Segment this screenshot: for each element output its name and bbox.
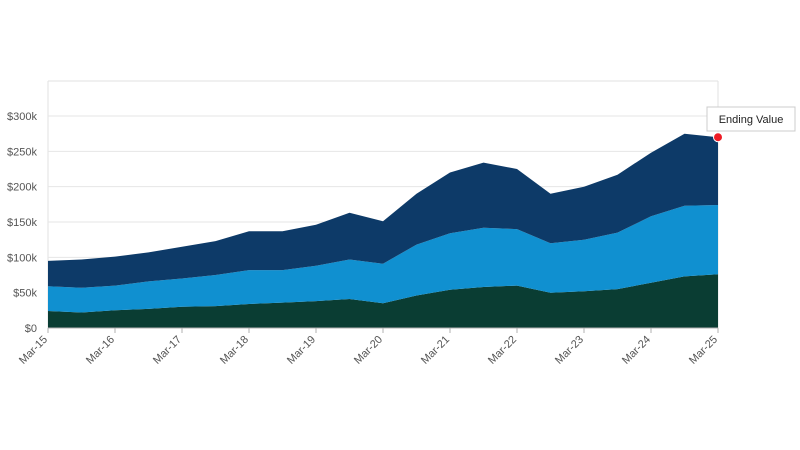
callout-box <box>706 106 796 132</box>
x-tick-label: Mar-22 <box>486 334 519 367</box>
x-tick-label: Mar-20 <box>352 334 385 367</box>
y-tick-label: $150k <box>7 217 37 229</box>
y-axis-ticks: $0 $50k $100k $150k $200k $250k $300k <box>7 111 37 335</box>
y-tick-label: $200k <box>7 182 37 194</box>
x-tick-label: Mar-19 <box>285 334 318 367</box>
x-tick-label: Mar-25 <box>687 334 720 367</box>
ending-value-marker[interactable] <box>713 132 723 143</box>
x-tick-label: Mar-17 <box>151 334 184 367</box>
series-areas <box>48 133 718 328</box>
y-tick-label: $100k <box>7 252 37 264</box>
x-tick-label: Mar-23 <box>553 334 586 367</box>
y-tick-label: $300k <box>7 111 37 123</box>
x-tick-label: Mar-18 <box>218 334 251 367</box>
area-series-middle <box>48 205 718 313</box>
ending-value-callout[interactable]: Ending Value <box>706 106 796 143</box>
area-series-top <box>48 133 718 288</box>
y-tick-label: $50k <box>13 288 37 300</box>
y-tick-label: $0 <box>25 323 37 335</box>
x-tick-label: Mar-24 <box>620 334 653 367</box>
x-tick-label: Mar-15 <box>17 334 50 367</box>
x-tick-label: Mar-21 <box>419 334 452 367</box>
x-axis-ticks: Mar-15 Mar-16 Mar-17 Mar-18 Mar-19 Mar-20 Mar-… <box>17 328 720 367</box>
area-series-bottom <box>48 274 718 328</box>
callout-label: Ending Value <box>719 114 784 126</box>
y-tick-label: $250k <box>7 146 37 158</box>
x-tick-label: Mar-16 <box>84 334 117 367</box>
